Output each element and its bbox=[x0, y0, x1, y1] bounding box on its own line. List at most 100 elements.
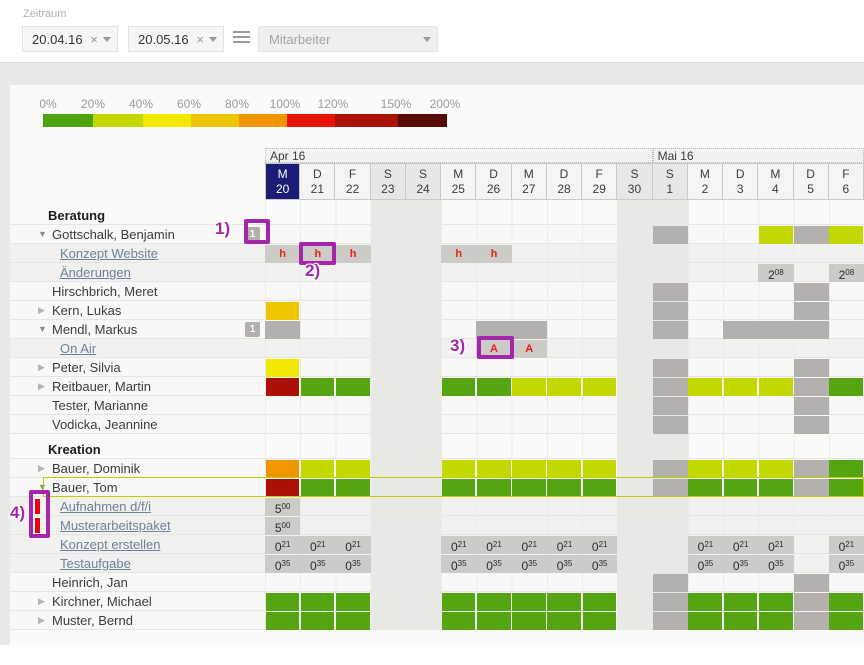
planned-hours-cell[interactable]: 021 bbox=[441, 535, 477, 554]
project-link[interactable]: Musterarbeitspaket bbox=[60, 518, 171, 533]
planned-hours-cell[interactable]: 035 bbox=[546, 554, 583, 573]
utilization-cell[interactable] bbox=[300, 478, 335, 497]
day-header-cell-m27[interactable]: M 27 bbox=[511, 163, 547, 200]
utilization-cell[interactable] bbox=[335, 377, 370, 396]
utilization-cell[interactable] bbox=[688, 611, 723, 630]
utilization-cell[interactable] bbox=[758, 478, 793, 497]
utilization-cell[interactable] bbox=[512, 377, 546, 396]
utilization-cell[interactable] bbox=[476, 459, 511, 478]
utilization-cell[interactable] bbox=[758, 592, 793, 611]
utilization-cell[interactable] bbox=[758, 377, 793, 396]
utilization-cell[interactable] bbox=[829, 377, 863, 396]
absence-mark-cell[interactable]: h bbox=[265, 244, 301, 263]
collapse-icon[interactable]: ▼ bbox=[38, 229, 47, 239]
planned-hours-cell[interactable]: 035 bbox=[723, 554, 759, 573]
utilization-cell[interactable] bbox=[582, 611, 617, 630]
utilization-cell[interactable] bbox=[512, 478, 546, 497]
collapse-icon[interactable]: ▼ bbox=[38, 324, 47, 334]
utilization-cell[interactable] bbox=[688, 377, 723, 396]
utilization-cell[interactable] bbox=[829, 592, 863, 611]
utilization-cell[interactable] bbox=[723, 478, 758, 497]
absence-mark-cell[interactable]: A bbox=[511, 339, 547, 358]
collapse-icon[interactable]: ▼ bbox=[38, 482, 47, 492]
utilization-cell[interactable] bbox=[547, 592, 582, 611]
utilization-cell[interactable] bbox=[829, 459, 863, 478]
utilization-cell[interactable] bbox=[265, 478, 300, 497]
utilization-cell[interactable] bbox=[829, 478, 863, 497]
utilization-cell[interactable] bbox=[335, 592, 370, 611]
utilization-cell[interactable] bbox=[265, 611, 300, 630]
project-link[interactable]: Konzept erstellen bbox=[60, 537, 161, 552]
planned-hours-cell[interactable]: 208 bbox=[758, 263, 794, 282]
expand-icon[interactable]: ▶ bbox=[38, 305, 45, 315]
planned-hours-cell[interactable]: 500 bbox=[265, 516, 301, 535]
day-header-cell-d21[interactable]: D 21 bbox=[300, 163, 336, 200]
planned-hours-cell[interactable]: 021 bbox=[687, 535, 724, 554]
utilization-cell[interactable] bbox=[300, 459, 335, 478]
planned-hours-cell[interactable]: 035 bbox=[300, 554, 336, 573]
planned-hours-cell[interactable]: 021 bbox=[511, 535, 547, 554]
day-header-cell-f22[interactable]: F 22 bbox=[335, 163, 371, 200]
planned-hours-cell[interactable]: 035 bbox=[511, 554, 547, 573]
utilization-cell[interactable] bbox=[688, 592, 723, 611]
utilization-cell[interactable] bbox=[265, 592, 300, 611]
utilization-cell[interactable] bbox=[300, 611, 335, 630]
day-header-cell-s23[interactable]: S 23 bbox=[370, 163, 406, 200]
utilization-cell[interactable] bbox=[476, 611, 511, 630]
utilization-cell[interactable] bbox=[476, 377, 511, 396]
absence-mark-cell[interactable]: h bbox=[335, 244, 371, 263]
project-link[interactable]: Aufnahmen d/f/i bbox=[60, 499, 152, 514]
utilization-cell[interactable] bbox=[476, 592, 511, 611]
project-link[interactable]: Konzept Website bbox=[60, 246, 159, 261]
absence-mark-cell[interactable]: h bbox=[476, 244, 512, 263]
planned-hours-cell[interactable]: 035 bbox=[687, 554, 724, 573]
day-header-cell-m20[interactable]: M 20 bbox=[265, 163, 301, 200]
utilization-cell[interactable] bbox=[758, 611, 793, 630]
planned-hours-cell[interactable]: 035 bbox=[582, 554, 618, 573]
day-header-cell-s30[interactable]: S 30 bbox=[617, 163, 653, 200]
planned-hours-cell[interactable]: 021 bbox=[723, 535, 759, 554]
expand-icon[interactable]: ▶ bbox=[38, 596, 45, 606]
day-header-cell-m25[interactable]: M 25 bbox=[441, 163, 477, 200]
planned-hours-cell[interactable]: 021 bbox=[300, 535, 336, 554]
utilization-cell[interactable] bbox=[547, 377, 582, 396]
project-link[interactable]: Testaufgabe bbox=[60, 556, 131, 571]
planned-hours-cell[interactable]: 021 bbox=[335, 535, 371, 554]
expand-icon[interactable]: ▶ bbox=[38, 463, 45, 473]
chevron-down-icon[interactable] bbox=[103, 36, 111, 42]
utilization-cell[interactable] bbox=[265, 377, 300, 396]
utilization-cell[interactable] bbox=[723, 459, 758, 478]
utilization-cell[interactable] bbox=[688, 478, 723, 497]
planned-hours-cell[interactable]: 035 bbox=[265, 554, 301, 573]
utilization-cell[interactable] bbox=[547, 478, 582, 497]
absence-mark-cell[interactable]: h bbox=[441, 244, 477, 263]
planned-hours-cell[interactable]: 021 bbox=[582, 535, 618, 554]
project-link[interactable]: On Air bbox=[60, 341, 97, 356]
utilization-cell[interactable] bbox=[512, 459, 546, 478]
utilization-cell[interactable] bbox=[441, 478, 476, 497]
utilization-cell[interactable] bbox=[512, 611, 546, 630]
utilization-cell[interactable] bbox=[582, 459, 617, 478]
utilization-cell[interactable] bbox=[300, 377, 335, 396]
planned-hours-cell[interactable]: 208 bbox=[828, 263, 864, 282]
expand-icon[interactable]: ▶ bbox=[38, 615, 45, 625]
date-to-input[interactable]: 20.05.16 × bbox=[128, 26, 224, 52]
utilization-cell[interactable] bbox=[723, 592, 758, 611]
planned-hours-cell[interactable]: 035 bbox=[476, 554, 512, 573]
planned-hours-cell[interactable]: 035 bbox=[335, 554, 371, 573]
expand-icon[interactable]: ▶ bbox=[38, 362, 45, 372]
planned-hours-cell[interactable]: 021 bbox=[758, 535, 794, 554]
utilization-cell[interactable] bbox=[758, 459, 793, 478]
planned-hours-cell[interactable]: 021 bbox=[265, 535, 301, 554]
utilization-cell[interactable] bbox=[582, 592, 617, 611]
absence-mark-cell[interactable]: h bbox=[300, 244, 336, 263]
planned-hours-cell[interactable]: 021 bbox=[476, 535, 512, 554]
utilization-cell[interactable] bbox=[335, 611, 370, 630]
utilization-cell[interactable] bbox=[441, 459, 476, 478]
utilization-cell[interactable] bbox=[582, 478, 617, 497]
